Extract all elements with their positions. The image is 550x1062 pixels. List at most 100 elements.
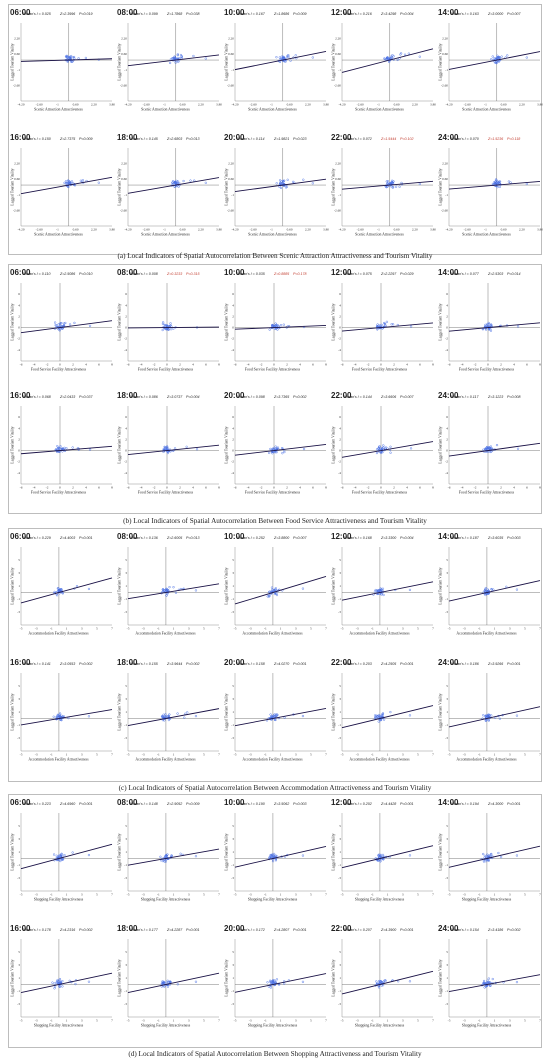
scatter-point [490, 714, 493, 717]
z-score-label: Z=3.6606 [380, 395, 396, 399]
x-tick-label: 0.60 [180, 103, 186, 107]
x-tick-label: -2.60 [143, 228, 150, 232]
scatter-point [176, 983, 179, 986]
scatter-point [379, 860, 382, 863]
scatter-point [268, 451, 271, 455]
scatter-point [525, 182, 528, 186]
x-tick-label: 7 [325, 893, 327, 897]
x-tick-label: -6 [20, 363, 23, 367]
scatter-points [265, 712, 305, 722]
x-tick-label: 7 [218, 1019, 220, 1023]
scatter-point [301, 714, 305, 718]
x-tick-label: 2.20 [305, 103, 311, 107]
y-tick-label: 5 [339, 558, 341, 562]
y-tick-label: -2 [17, 337, 20, 341]
axes [127, 813, 219, 892]
y-tick-label: 5 [232, 950, 234, 954]
moran-scatter-panel: 16:00 Moran's I = 0.141 Z=3.0553 P=0.002 -5 -… [9, 657, 115, 765]
scatter-point [61, 858, 64, 861]
scatter-point [53, 982, 56, 985]
x-tick-label: 1 [66, 1019, 68, 1023]
x-axis-label: Shopping Facility Attractiveness [34, 898, 84, 902]
x-tick-label: -5 [20, 893, 23, 897]
y-tick-label: 5 [339, 684, 341, 688]
moran-scatter-panel: 20:00 Moran's I = 0.114 Z=1.9821 P=0.023 -4.… [223, 132, 329, 240]
scatter-point [273, 715, 276, 718]
scatter-point [383, 58, 387, 61]
x-axis-label: Scenic Attraction Attractiveness [141, 108, 190, 112]
scatter-point [384, 979, 387, 982]
scatter-point [379, 981, 382, 984]
scatter-point [515, 980, 519, 984]
y-tick-label: 3 [339, 697, 341, 701]
scatter-point [269, 980, 272, 984]
x-tick-label: -1 [163, 103, 166, 107]
y-tick-label: 2.20 [228, 37, 234, 41]
scatter-point [377, 720, 380, 723]
x-tick-label: -2 [46, 486, 49, 490]
y-tick-label: 4 [446, 303, 448, 307]
x-tick-label: -1 [264, 893, 267, 897]
x-tick-label: -4 [461, 363, 464, 367]
x-tick-label: -5 [20, 627, 23, 631]
x-tick-label: -4 [33, 363, 36, 367]
moran-scatter-panel: 12:00 Moran's I = 0.168 Z=3.3300 P=0.004 -5 -… [330, 531, 436, 639]
moran-scatter-panel: 06:00 Moran's I = 0.223 Z=4.6960 P=0.001 -5 -… [9, 797, 115, 905]
regression-line [127, 177, 220, 194]
x-tick-label: 3 [402, 1019, 404, 1023]
scatter-point [192, 54, 195, 58]
y-tick-label: 3 [232, 837, 234, 841]
y-axis-label: Lagged Tourism Vitality [11, 693, 15, 730]
x-tick-label: 1 [387, 893, 389, 897]
x-tick-label: -3 [463, 627, 466, 631]
moran-i-label: Moran's I = 0.070 [451, 137, 479, 141]
scatter-points [482, 585, 519, 597]
x-tick-label: -6 [341, 486, 344, 490]
axes [234, 673, 326, 752]
y-axis-label: Lagged Tourism Vitality [225, 426, 229, 463]
y-tick-label: 4 [125, 303, 127, 307]
p-value-label: P=0.118 [507, 137, 520, 141]
p-value-label: P=0.037 [79, 395, 93, 399]
x-tick-label: 8 [539, 486, 541, 490]
y-tick-label: -1 [445, 863, 448, 867]
y-tick-label: -2.60 [334, 83, 341, 87]
scatter-point [273, 327, 276, 331]
y-tick-label: 0 [446, 326, 448, 330]
scatter-point [88, 448, 92, 451]
x-tick-label: 1 [494, 627, 496, 631]
x-tick-label: 1 [280, 1019, 282, 1023]
y-tick-label: -1 [338, 193, 341, 197]
x-axis-label: Shopping Facility Attractiveness [355, 1024, 405, 1028]
scatter-point [176, 54, 179, 57]
x-tick-label: 3 [295, 893, 297, 897]
scatter-point [165, 328, 168, 331]
y-tick-label: 2 [18, 437, 20, 441]
x-tick-label: 4 [192, 486, 194, 490]
x-tick-label: -1 [157, 753, 160, 757]
scatter-point [269, 979, 272, 982]
scatter-point [397, 980, 400, 983]
scatter-point [490, 588, 493, 591]
x-tick-label: 3.80 [430, 228, 436, 232]
scatter-point [384, 446, 388, 449]
x-axis-label: Shopping Facility Attractiveness [355, 898, 405, 902]
regression-line [341, 581, 434, 601]
scatter-point [483, 986, 486, 989]
scatter-point [59, 445, 62, 448]
x-tick-label: 6 [98, 486, 100, 490]
scatter-points [490, 54, 528, 65]
x-tick-label: -4.20 [124, 103, 131, 107]
p-value-label: P=0.001 [79, 802, 93, 806]
x-tick-label: 3.80 [216, 228, 222, 232]
y-tick-label: 0 [339, 449, 341, 453]
x-tick-label: 6 [312, 486, 314, 490]
regression-line [20, 972, 113, 994]
x-tick-label: 1 [173, 1019, 175, 1023]
scatter-point [394, 185, 398, 188]
y-tick-label: -3 [338, 1002, 341, 1006]
scatter-point [280, 446, 284, 450]
scatter-point [166, 985, 170, 988]
x-tick-label: -6 [234, 486, 237, 490]
